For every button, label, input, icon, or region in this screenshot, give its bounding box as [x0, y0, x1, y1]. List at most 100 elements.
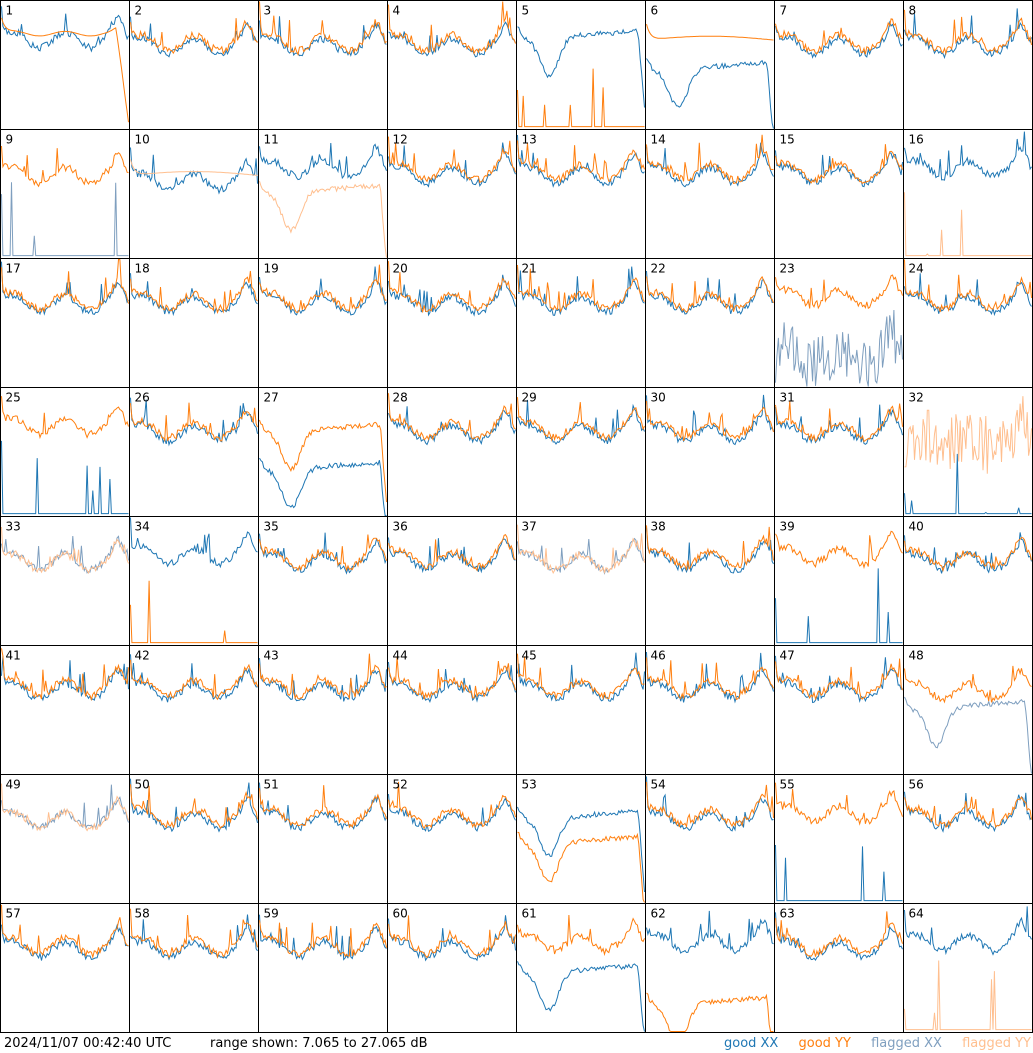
- panel-frame: [129, 0, 259, 130]
- series-xx: [259, 532, 387, 575]
- series-yy: [259, 785, 387, 829]
- series-xx: [130, 914, 258, 961]
- panel-frame: [387, 258, 517, 388]
- series-xx: [904, 131, 1032, 181]
- panel-label: 12: [393, 133, 408, 147]
- series-yy: [775, 401, 903, 443]
- panel-33: 33: [0, 516, 130, 646]
- series-yy: [517, 264, 645, 313]
- panel-37: 37: [516, 516, 646, 646]
- series-xx: [388, 915, 516, 962]
- series-xx: [517, 266, 645, 316]
- series-yy: [259, 419, 387, 503]
- series-yy: [130, 402, 258, 443]
- panel-label: 59: [264, 907, 279, 921]
- series-xx: [517, 961, 645, 1032]
- panel-7: 7: [774, 0, 904, 130]
- panel-label: 5: [522, 4, 530, 18]
- panel-label: 55: [780, 778, 795, 792]
- panel-label: 10: [135, 133, 150, 147]
- panel-label: 53: [522, 778, 537, 792]
- panel-label: 46: [651, 649, 666, 663]
- panel-label: 42: [135, 649, 150, 663]
- panel-12: 12: [387, 129, 517, 259]
- panel-frame: [645, 774, 775, 904]
- panel-label: 26: [135, 391, 150, 405]
- panel-label: 21: [522, 262, 537, 276]
- panel-label: 49: [6, 778, 21, 792]
- series-yy: [388, 393, 516, 441]
- panel-frame: [645, 258, 775, 388]
- series-xx: [517, 399, 645, 445]
- panel-label: 20: [393, 262, 408, 276]
- panel-62: 62: [645, 903, 775, 1033]
- panel-6: 6: [645, 0, 775, 130]
- panel-label: 61: [522, 907, 537, 921]
- series-yy: [904, 9, 1032, 56]
- panel-34: 34: [129, 516, 259, 646]
- panel-frame: [516, 258, 646, 388]
- series-yy: [904, 259, 1032, 313]
- panel-24: 24: [903, 258, 1033, 388]
- series-xx: [775, 568, 903, 644]
- panel-label: 60: [393, 907, 408, 921]
- panel-label: 9: [6, 133, 14, 147]
- series-xx: [259, 142, 387, 181]
- series-xx: [904, 906, 1032, 956]
- panel-label: 50: [135, 778, 150, 792]
- series-xx: [517, 652, 645, 702]
- legend-good-xx: good XX: [723, 1036, 779, 1051]
- series-xx: [517, 806, 645, 893]
- panel-5: 5: [516, 0, 646, 130]
- series-yy: [646, 275, 774, 313]
- panel-frame: [387, 645, 517, 775]
- series-yy: [646, 134, 774, 184]
- panel-label: 13: [522, 133, 537, 147]
- panel-19: 19: [258, 258, 388, 388]
- panel-frame: [258, 129, 388, 259]
- series-xx: [775, 655, 903, 704]
- series-yy: [130, 159, 258, 176]
- panel-label: 15: [780, 133, 795, 147]
- series-yy: [130, 270, 258, 314]
- panel-40: 40: [903, 516, 1033, 646]
- panel-frame: [387, 0, 517, 130]
- series-yy: [1, 648, 129, 702]
- panel-frame: [645, 0, 775, 130]
- panel-63: 63: [774, 903, 904, 1033]
- series-xx: [646, 270, 774, 315]
- panel-46: 46: [645, 645, 775, 775]
- panel-50: 50: [129, 774, 259, 904]
- series-xx: [775, 150, 903, 188]
- timestamp: 2024/11/07 00:42:40 UTC: [4, 1036, 172, 1051]
- panel-42: 42: [129, 645, 259, 775]
- panel-frame: [645, 645, 775, 775]
- panel-64: 64: [903, 903, 1033, 1033]
- series-xx: [517, 26, 645, 108]
- panel-label: 6: [651, 4, 659, 18]
- series-yy: [259, 180, 387, 258]
- panel-label: 36: [393, 520, 408, 534]
- panel-60: 60: [387, 903, 517, 1033]
- series-yy: [388, 261, 516, 314]
- series-yy: [1, 17, 129, 123]
- series-yy: [388, 136, 516, 184]
- panel-frame: [258, 258, 388, 388]
- panel-label: 28: [393, 391, 408, 405]
- panel-30: 30: [645, 387, 775, 517]
- series-yy: [130, 908, 258, 959]
- panel-frame: [903, 129, 1033, 259]
- panel-15: 15: [774, 129, 904, 259]
- range-label: range shown: 7.065 to 27.065 dB: [210, 1036, 428, 1051]
- panel-21: 21: [516, 258, 646, 388]
- panel-label: 62: [651, 907, 666, 921]
- panel-35: 35: [258, 516, 388, 646]
- panel-label: 44: [393, 649, 408, 663]
- series-yy: [517, 68, 645, 128]
- panel-13: 13: [516, 129, 646, 259]
- series-xx: [1, 6, 129, 53]
- panel-41: 41: [0, 645, 130, 775]
- series-yy: [904, 960, 1032, 1031]
- series-xx: [646, 651, 774, 704]
- series-xx: [1, 440, 129, 515]
